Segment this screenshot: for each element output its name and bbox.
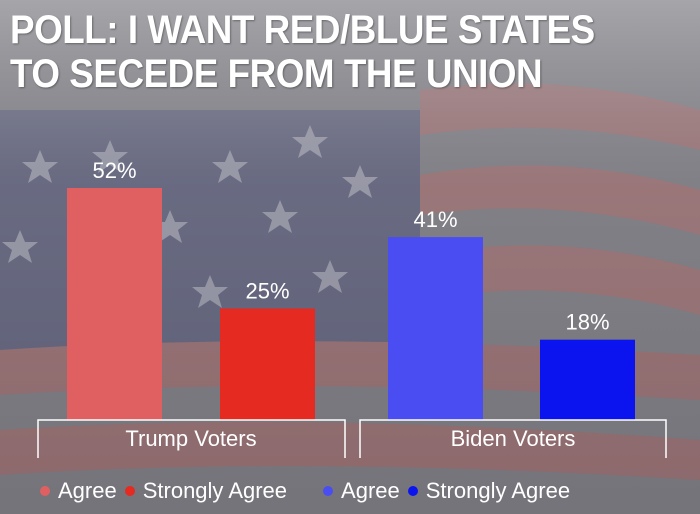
title-line-2: TO SECEDE FROM THE UNION bbox=[10, 52, 543, 96]
bar-biden-voters-agree bbox=[388, 237, 483, 420]
legend-item-biden-agree: Agree bbox=[323, 478, 400, 504]
bar-trump-voters-strongly-agree bbox=[220, 308, 315, 420]
group-label-biden-voters: Biden Voters bbox=[451, 426, 576, 451]
legend-dot-icon bbox=[40, 486, 50, 496]
legend-item-trump-strongly-agree: Strongly Agree bbox=[124, 478, 288, 504]
data-label-trump-voters-strongly-agree: 25% bbox=[245, 278, 289, 303]
legend-item-trump-agree: Agree bbox=[40, 478, 117, 504]
legend-label: Strongly Agree bbox=[142, 478, 288, 503]
legend-dot-icon bbox=[407, 486, 418, 496]
data-label-trump-voters-agree: 52% bbox=[92, 158, 136, 183]
legend-label: Agree bbox=[58, 478, 117, 503]
group-label-trump-voters: Trump Voters bbox=[125, 426, 256, 451]
bars-layer: 52% 25% 41% 18% bbox=[67, 158, 635, 420]
bar-trump-voters-agree bbox=[67, 188, 162, 420]
legend-dot-icon bbox=[323, 486, 334, 496]
bar-biden-voters-strongly-agree bbox=[540, 339, 635, 420]
bracket-trump-voters bbox=[37, 419, 346, 458]
title-line-1: POLL: I WANT RED/BLUE STATES bbox=[10, 8, 595, 52]
legend: Agree Strongly Agree Agree Strongly Agre… bbox=[40, 476, 680, 506]
chart-title: POLL: I WANT RED/BLUE STATES TO SECEDE F… bbox=[10, 8, 640, 96]
group-brackets: Trump Voters Biden Voters bbox=[37, 419, 667, 458]
legend-item-biden-strongly-agree: Strongly Agree bbox=[407, 478, 571, 504]
bracket-biden-voters bbox=[359, 419, 667, 458]
legend-dot-icon bbox=[124, 486, 135, 496]
legend-label: Strongly Agree bbox=[425, 478, 571, 503]
data-label-biden-voters-strongly-agree: 18% bbox=[565, 310, 609, 335]
legend-label: Agree bbox=[341, 478, 400, 503]
data-label-biden-voters-agree: 41% bbox=[413, 207, 457, 232]
